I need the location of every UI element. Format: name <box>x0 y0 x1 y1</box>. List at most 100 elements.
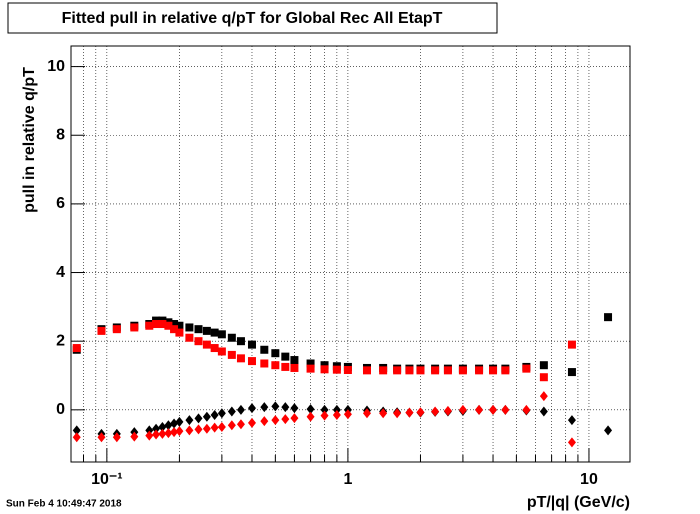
marker <box>405 366 414 375</box>
marker <box>567 340 576 349</box>
marker <box>271 415 280 426</box>
marker <box>522 364 531 373</box>
marker <box>185 333 194 342</box>
marker <box>290 413 299 424</box>
marker <box>152 423 161 434</box>
marker <box>332 365 341 374</box>
marker <box>202 423 211 434</box>
marker <box>281 402 290 413</box>
marker <box>164 420 173 431</box>
marker <box>247 403 256 414</box>
marker <box>332 409 341 420</box>
marker <box>271 349 280 358</box>
marker <box>260 416 269 427</box>
marker <box>175 321 184 330</box>
marker <box>501 366 510 375</box>
marker <box>72 425 81 436</box>
marker <box>236 354 245 363</box>
marker <box>379 408 388 419</box>
marker <box>227 420 236 431</box>
title-box <box>7 2 498 34</box>
marker <box>306 364 315 373</box>
marker <box>458 404 467 415</box>
marker <box>443 366 452 375</box>
marker <box>175 328 184 337</box>
marker <box>475 366 484 375</box>
marker <box>260 402 269 413</box>
marker <box>539 361 548 370</box>
x-tick-label: 10⁻¹ <box>91 471 123 488</box>
marker <box>539 373 548 382</box>
marker <box>194 413 203 424</box>
y-tick-label: 0 <box>56 401 65 418</box>
chart-title: Fitted pull in relative q/pT for Global … <box>62 10 443 27</box>
marker <box>522 404 531 415</box>
marker <box>247 417 256 428</box>
marker <box>152 429 161 440</box>
marker <box>227 350 236 359</box>
marker <box>362 366 371 375</box>
marker <box>489 404 498 415</box>
marker <box>405 407 414 418</box>
marker <box>290 363 299 372</box>
y-tick-label: 8 <box>56 126 65 143</box>
marker <box>281 352 290 361</box>
marker <box>158 320 167 329</box>
marker <box>332 404 341 415</box>
marker <box>158 421 167 432</box>
marker <box>290 356 299 365</box>
marker <box>489 366 498 375</box>
marker <box>170 325 179 334</box>
marker <box>236 419 245 430</box>
marker <box>164 321 173 330</box>
marker <box>130 431 139 442</box>
marker <box>185 323 194 332</box>
marker <box>97 326 106 335</box>
marker <box>202 411 211 422</box>
marker <box>210 344 219 353</box>
marker <box>443 405 452 416</box>
plot-frame <box>70 45 631 463</box>
marker <box>290 403 299 414</box>
timestamp: Sun Feb 4 10:49:47 2018 <box>6 499 122 510</box>
marker <box>306 359 315 368</box>
marker <box>393 366 402 375</box>
marker <box>306 404 315 415</box>
marker <box>217 408 226 419</box>
x-axis-label: pT/|q| (GeV/c) <box>527 494 630 511</box>
marker <box>604 313 613 322</box>
marker <box>194 325 203 334</box>
marker <box>539 406 548 417</box>
marker <box>194 424 203 435</box>
marker <box>210 422 219 433</box>
marker <box>164 428 173 439</box>
marker <box>145 430 154 441</box>
marker <box>260 345 269 354</box>
marker <box>72 432 81 443</box>
marker <box>431 366 440 375</box>
y-tick-label: 6 <box>56 195 65 212</box>
marker <box>567 437 576 448</box>
marker <box>271 361 280 370</box>
marker <box>281 362 290 371</box>
marker <box>152 320 161 329</box>
marker <box>379 366 388 375</box>
marker <box>393 408 402 419</box>
marker <box>416 407 425 418</box>
marker <box>501 404 510 415</box>
y-tick-label: 4 <box>56 264 65 281</box>
marker <box>210 328 219 337</box>
marker <box>145 425 154 436</box>
marker <box>320 361 329 370</box>
marker <box>260 359 269 368</box>
marker <box>185 415 194 426</box>
marker <box>217 347 226 356</box>
marker <box>271 401 280 412</box>
x-tick-label: 10 <box>580 471 598 488</box>
marker <box>175 416 184 427</box>
marker <box>281 414 290 425</box>
marker <box>416 366 425 375</box>
marker <box>320 410 329 421</box>
